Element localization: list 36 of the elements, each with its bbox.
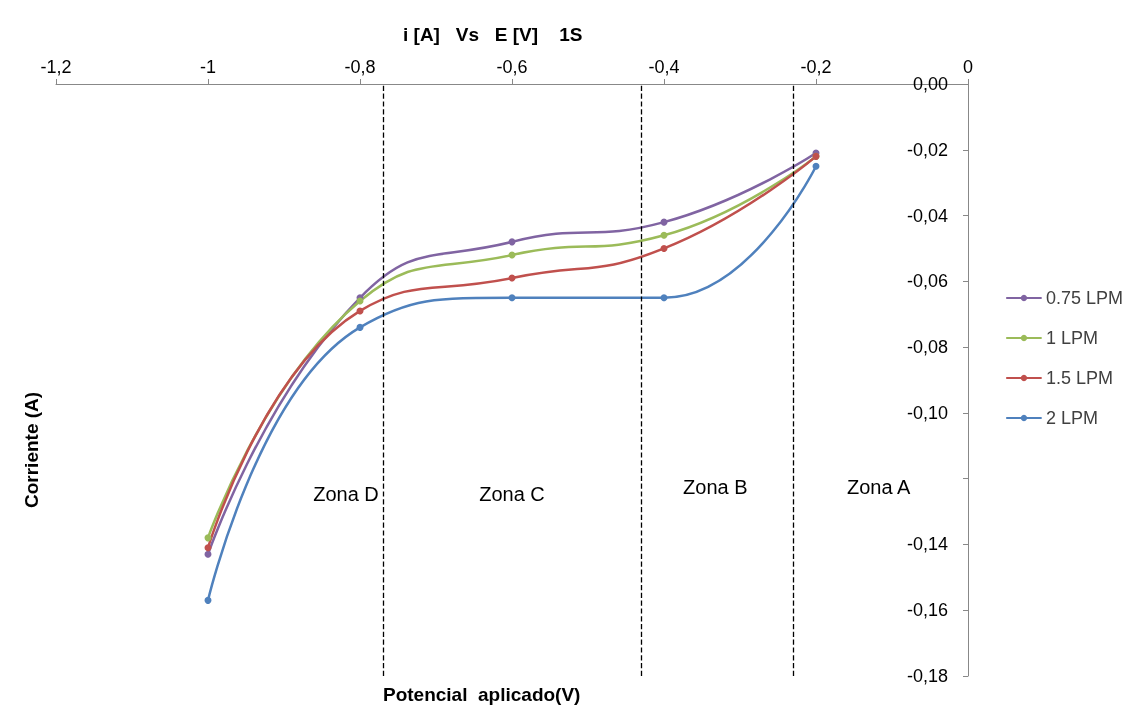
legend-label: 1 LPM — [1045, 328, 1098, 348]
point — [356, 323, 364, 331]
y-tick-label: -0,10 — [906, 402, 948, 423]
y-tick-label: 0,00 — [912, 74, 948, 94]
y-tick-label: -0,02 — [906, 139, 948, 160]
x-tick-label: -0,2 — [800, 57, 832, 77]
annotation: Zona D — [313, 483, 379, 505]
x-axis-title: Potencial aplicado(V) — [383, 684, 581, 705]
annotation: Zona B — [683, 476, 748, 498]
y-tick-label: -0,16 — [906, 600, 948, 621]
y-tick-label: -0,18 — [906, 666, 948, 686]
point — [812, 162, 820, 170]
y-axis-title: Corriente (A) — [21, 391, 42, 508]
y-tick-label: -0,08 — [906, 337, 948, 358]
x-tick-label: -1 — [199, 57, 217, 77]
point — [508, 294, 516, 302]
point — [204, 596, 212, 604]
legend-label: 0.75 LPM — [1045, 288, 1123, 308]
point — [204, 550, 212, 558]
y-tick-label: -0,06 — [906, 271, 948, 292]
legend-label: 2 LPM — [1045, 408, 1098, 428]
y-tick-label: -0,04 — [906, 205, 948, 226]
legend-label: 1.5 LPM — [1045, 368, 1113, 388]
annotation: Zona C — [479, 483, 545, 505]
point — [660, 294, 668, 302]
y-tick-label: -0,14 — [906, 534, 948, 555]
x-tick-label: -0,4 — [648, 57, 680, 77]
point — [660, 231, 668, 239]
x-tick-label: 0 — [962, 57, 974, 77]
annotation: Zona A — [847, 476, 912, 498]
chart-title: i [A] Vs E [V] 1S — [403, 24, 583, 45]
x-tick-label: -0,6 — [496, 57, 528, 77]
point — [660, 244, 668, 252]
x-tick-label: -0,8 — [344, 57, 376, 77]
x-tick-label: -1,2 — [40, 57, 72, 77]
point — [204, 544, 212, 552]
